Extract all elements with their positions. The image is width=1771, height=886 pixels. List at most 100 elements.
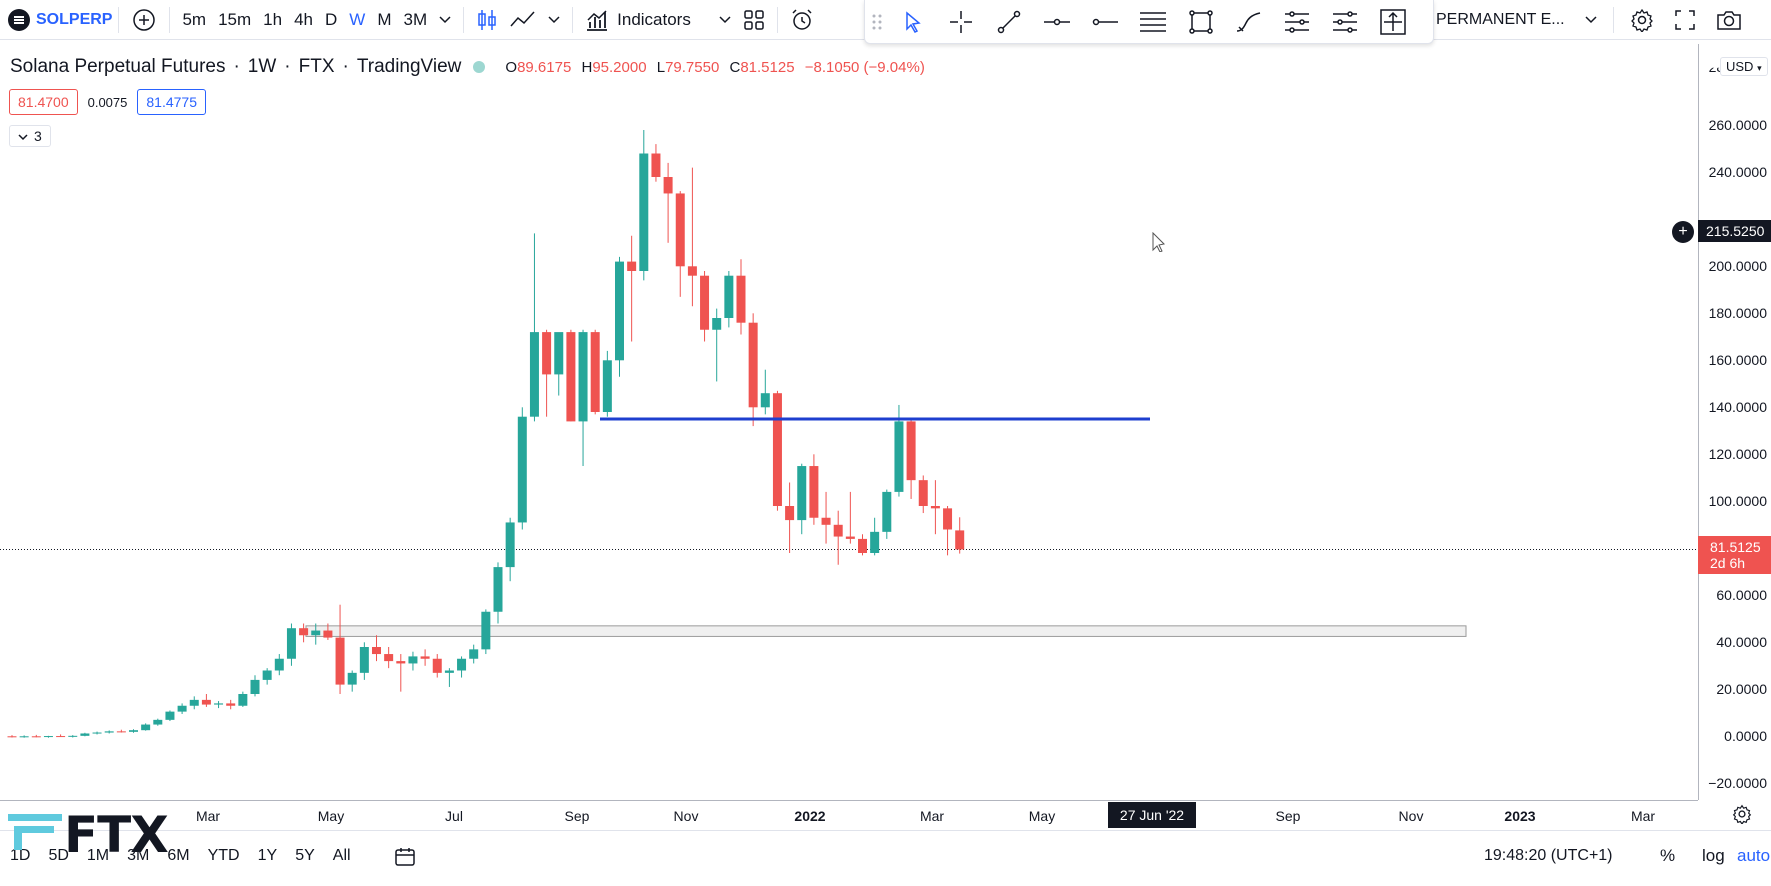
range-5d[interactable]: 5D [48, 847, 69, 864]
axis-settings-button[interactable] [1732, 804, 1752, 830]
interval-3m[interactable]: 3M [403, 9, 428, 29]
time-tick: Nov [1398, 808, 1424, 824]
interval-5m[interactable]: 5m [182, 9, 207, 29]
candle-body [444, 670, 454, 673]
fullscreen-button[interactable] [1664, 0, 1706, 40]
range-3m[interactable]: 3M [127, 847, 150, 864]
log-scale-toggle[interactable]: log [1702, 846, 1725, 865]
divider [572, 6, 574, 33]
arrow-cursor-icon [906, 10, 921, 33]
measure-tool[interactable] [1369, 0, 1417, 44]
snapshot-button[interactable] [1706, 0, 1752, 40]
position-lines-icon [1333, 10, 1357, 33]
ohlc-values: O89.6175 H95.2000 L79.7550 C81.5125 −8.1… [505, 58, 925, 76]
sell-price-button[interactable]: 81.4700 [9, 89, 78, 115]
chevron-down-icon[interactable] [542, 0, 566, 40]
settings-button[interactable] [1620, 0, 1664, 40]
candle-body [347, 672, 357, 685]
time-tick-year: 2023 [1504, 808, 1536, 824]
timezone-clock[interactable]: 19:48:20 (UTC+1) [1484, 847, 1613, 864]
interval-4h[interactable]: 4h [294, 9, 314, 29]
price-tick: 240.0000 [1708, 164, 1767, 180]
chevron-down-icon[interactable] [713, 0, 737, 40]
currency-value: USD [1726, 59, 1754, 74]
line-chart-type-button[interactable] [504, 0, 542, 40]
trend-line-tool[interactable] [985, 0, 1033, 44]
chevron-down-icon[interactable] [433, 0, 457, 40]
crosshair-tool[interactable] [937, 0, 985, 44]
time-tick: Sep [564, 808, 590, 824]
candle-body [894, 421, 904, 492]
candle-body [615, 261, 624, 361]
candle-body [858, 538, 867, 553]
price-chart[interactable] [0, 44, 1698, 800]
menu-logo-icon[interactable] [8, 8, 30, 31]
brush-icon [1236, 11, 1261, 32]
time-tick: Nov [673, 808, 699, 824]
range-1m[interactable]: 1M [86, 847, 110, 864]
buy-price-button[interactable]: 81.4775 [137, 89, 206, 115]
candle-body [785, 506, 795, 521]
candle-body [712, 318, 722, 330]
mouse-pointer-icon [1152, 232, 1166, 252]
symbol-search[interactable]: SOLPERP [36, 10, 113, 28]
indicators-collapse-button[interactable]: 3 [9, 125, 51, 147]
candle-body [517, 416, 527, 523]
add-alert-plus-icon[interactable]: + [1672, 221, 1694, 243]
candle-body [250, 679, 260, 694]
brush-tool[interactable] [1225, 0, 1273, 44]
currency-select[interactable]: USD ▾ [1720, 57, 1768, 76]
horizontal-ray-tool[interactable] [1033, 0, 1081, 44]
candle-body [870, 531, 880, 553]
divider [169, 6, 171, 33]
percent-scale-toggle[interactable]: % [1660, 846, 1676, 865]
fib-retracement-tool[interactable] [1129, 0, 1177, 44]
templates-button[interactable] [737, 0, 771, 40]
bar-countdown: 2d 6h [1710, 555, 1746, 571]
chevron-down-icon[interactable] [1575, 0, 1607, 40]
price-tick: 40.0000 [1716, 634, 1767, 650]
candle-body [56, 736, 66, 738]
cursor-tool[interactable] [889, 0, 937, 44]
range-1d[interactable]: 1D [10, 847, 31, 864]
change-value: −8.1050 (−9.04%) [804, 58, 925, 76]
short-position-tool[interactable] [1321, 0, 1369, 44]
interval-m[interactable]: M [377, 9, 392, 29]
range-5y[interactable]: 5Y [295, 847, 315, 864]
horizontal-line-tool[interactable] [1081, 0, 1129, 44]
price-tick: 200.0000 [1708, 258, 1767, 274]
range-ytd[interactable]: YTD [207, 847, 240, 864]
time-axis[interactable]: Mar May Jul Sep Nov 2022 Mar May Sep Nov… [0, 800, 1698, 830]
interval-d[interactable]: D [325, 9, 338, 29]
compare-symbol-button[interactable] [125, 0, 163, 40]
long-position-tool[interactable] [1273, 0, 1321, 44]
interval-w[interactable]: W [349, 9, 366, 29]
range-6m[interactable]: 6M [167, 847, 190, 864]
candle-body [116, 731, 126, 733]
indicators-button[interactable]: Indicators [579, 0, 697, 40]
candle-body [359, 647, 369, 673]
crosshair-icon [950, 10, 972, 33]
indicator-count: 3 [34, 128, 42, 144]
horizontal-line-icon [1044, 18, 1070, 25]
candle-body [821, 517, 831, 525]
candles-chart-type-button[interactable] [470, 0, 504, 40]
alert-button[interactable] [784, 0, 820, 40]
layout-name-button[interactable]: PERMANENT E... [1436, 11, 1565, 28]
price-axis[interactable]: 280.0000 260.0000 240.0000 200.0000 180.… [1698, 44, 1771, 800]
candle-body [882, 491, 892, 532]
rectangle-tool[interactable] [1177, 0, 1225, 44]
range-1y[interactable]: 1Y [257, 847, 278, 864]
drag-handle-icon[interactable] [871, 12, 883, 32]
go-to-date-calendar-icon[interactable] [394, 846, 416, 868]
market-status-dot[interactable] [473, 61, 486, 73]
range-all[interactable]: All [332, 847, 351, 864]
candle-body [274, 658, 284, 671]
interval-1h[interactable]: 1h [263, 9, 283, 29]
auto-scale-toggle[interactable]: auto [1737, 846, 1771, 865]
price-tick: 0.0000 [1724, 728, 1767, 744]
time-tick: Mar [195, 808, 221, 824]
divider [118, 6, 120, 33]
interval-15m[interactable]: 15m [218, 9, 252, 29]
